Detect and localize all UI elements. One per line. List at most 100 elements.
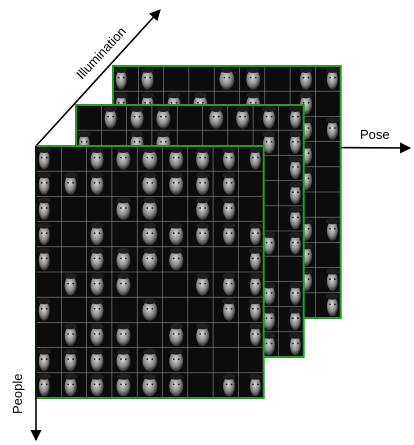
face-image xyxy=(91,147,104,170)
eye xyxy=(99,182,101,184)
hair xyxy=(326,294,339,300)
face-panel xyxy=(36,146,264,398)
eye xyxy=(223,77,225,79)
eye xyxy=(125,358,127,360)
face-image xyxy=(91,273,104,296)
eye xyxy=(41,358,43,360)
eye xyxy=(67,384,69,386)
face-image xyxy=(169,248,183,271)
eye xyxy=(149,102,151,104)
eye xyxy=(297,317,299,319)
hair xyxy=(143,349,156,355)
eye xyxy=(297,217,299,219)
eye xyxy=(303,77,305,79)
eye xyxy=(99,333,101,335)
eye xyxy=(244,116,246,118)
hair xyxy=(91,248,104,254)
eye xyxy=(226,384,228,386)
eye xyxy=(292,116,294,118)
eye xyxy=(199,182,201,184)
face-image xyxy=(142,223,157,246)
eye xyxy=(257,157,259,159)
hair xyxy=(196,197,209,203)
eye xyxy=(226,182,228,184)
hair xyxy=(117,197,130,203)
eye xyxy=(173,358,175,360)
hair xyxy=(249,273,262,279)
eye xyxy=(151,182,153,184)
face-image xyxy=(131,106,144,129)
hair xyxy=(170,248,183,254)
eye xyxy=(231,182,233,184)
eye xyxy=(72,358,74,360)
eye xyxy=(297,166,299,168)
face-image xyxy=(116,374,130,397)
eye xyxy=(257,232,259,234)
face-image xyxy=(196,197,209,220)
hair xyxy=(64,349,77,355)
eye xyxy=(252,258,254,260)
eye xyxy=(151,358,153,360)
eye xyxy=(266,317,268,319)
hair xyxy=(78,131,91,137)
eye xyxy=(308,253,310,255)
eye xyxy=(271,242,273,244)
hair xyxy=(263,131,276,137)
hair xyxy=(91,172,104,178)
face-image xyxy=(196,323,209,346)
hair xyxy=(117,248,130,254)
eye xyxy=(292,141,294,143)
hair xyxy=(38,298,51,304)
face-image xyxy=(116,323,130,346)
eye xyxy=(252,157,254,159)
eye xyxy=(271,292,273,294)
hair xyxy=(289,333,302,339)
eye xyxy=(297,191,299,193)
eye xyxy=(266,116,268,118)
eye xyxy=(178,384,180,386)
eye xyxy=(120,258,122,260)
eye xyxy=(41,182,43,184)
eye xyxy=(86,141,88,143)
hair xyxy=(143,197,156,203)
hair xyxy=(157,106,170,112)
eye xyxy=(292,191,294,193)
eye xyxy=(41,207,43,209)
eye xyxy=(46,157,48,159)
hair xyxy=(117,147,130,153)
eye xyxy=(204,283,206,285)
face-image xyxy=(196,273,209,296)
eye xyxy=(252,333,254,335)
hair xyxy=(170,147,183,153)
eye xyxy=(151,384,153,386)
hair xyxy=(326,117,339,123)
hair xyxy=(91,147,104,153)
face-image xyxy=(91,298,104,321)
eye xyxy=(334,278,336,280)
eye xyxy=(99,384,101,386)
eye xyxy=(151,232,153,234)
eye xyxy=(67,358,69,360)
eye xyxy=(120,333,122,335)
eye xyxy=(257,384,259,386)
eye xyxy=(146,207,148,209)
eye xyxy=(297,343,299,345)
eye xyxy=(46,182,48,184)
hair xyxy=(38,147,51,153)
eye xyxy=(134,116,136,118)
eye xyxy=(204,182,206,184)
hair xyxy=(223,172,236,178)
hair xyxy=(223,374,236,380)
hair xyxy=(196,323,209,329)
eye xyxy=(231,308,233,310)
eye xyxy=(292,317,294,319)
eye xyxy=(72,333,74,335)
face-image xyxy=(91,323,104,346)
eye xyxy=(146,384,148,386)
hair xyxy=(196,273,209,279)
eye xyxy=(173,232,175,234)
eye xyxy=(46,384,48,386)
hair xyxy=(249,147,262,153)
eye xyxy=(329,127,331,129)
eye xyxy=(199,157,201,159)
